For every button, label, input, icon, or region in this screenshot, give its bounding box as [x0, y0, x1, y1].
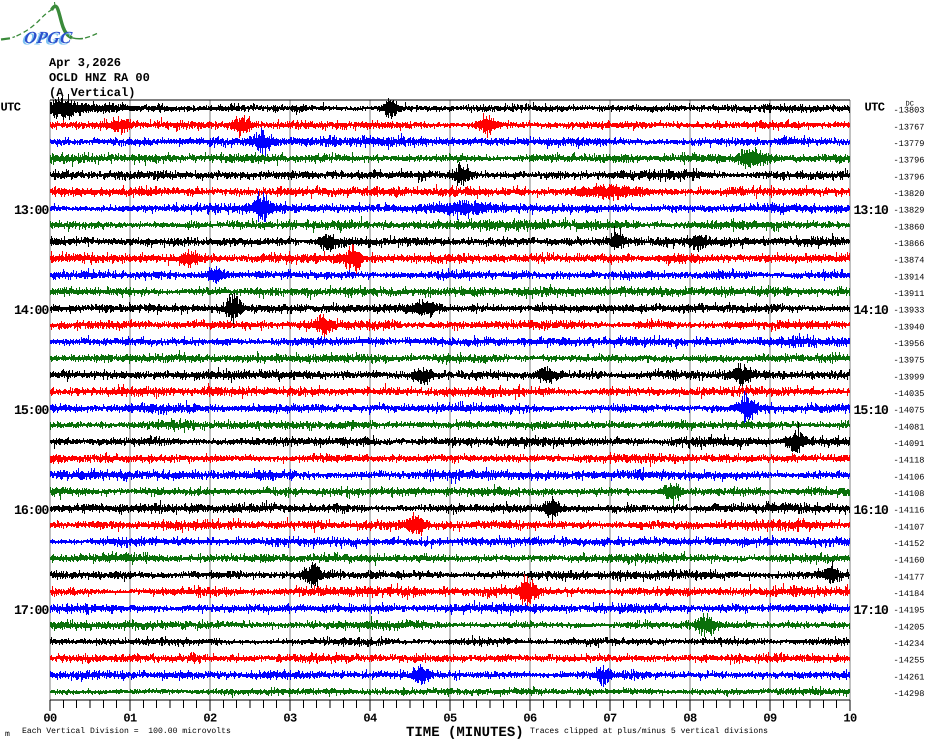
svg-text:13:10: 13:10	[854, 203, 889, 218]
svg-text:02: 02	[203, 712, 217, 726]
svg-text:07: 07	[603, 712, 617, 726]
svg-text:-13956: -13956	[894, 339, 925, 349]
svg-text:-13796: -13796	[894, 156, 925, 166]
svg-text:15:00: 15:00	[14, 403, 49, 418]
svg-text:16:00: 16:00	[14, 503, 49, 518]
svg-text:TIME (MINUTES): TIME (MINUTES)	[406, 725, 524, 741]
svg-text:UTC: UTC	[865, 101, 885, 115]
svg-text:-13779: -13779	[894, 139, 925, 149]
svg-text:-14107: -14107	[894, 522, 925, 532]
svg-text:-14091: -14091	[894, 439, 925, 449]
svg-text:-14195: -14195	[894, 606, 925, 616]
svg-text:06: 06	[523, 712, 537, 726]
svg-text:-14234: -14234	[894, 639, 925, 649]
svg-text:-14152: -14152	[894, 539, 925, 549]
svg-text:-14261: -14261	[894, 672, 925, 682]
svg-text:OCLD HNZ RA 00: OCLD HNZ RA 00	[49, 71, 150, 85]
svg-text:-13933: -13933	[894, 306, 925, 316]
svg-text:-14075: -14075	[894, 406, 925, 416]
svg-text:-14108: -14108	[894, 489, 925, 499]
svg-text:17:00: 17:00	[14, 603, 49, 618]
svg-text:-13767: -13767	[894, 122, 925, 132]
svg-text:04: 04	[363, 712, 377, 726]
svg-text:14:10: 14:10	[854, 303, 889, 318]
svg-text:10: 10	[843, 712, 857, 726]
svg-text:-13911: -13911	[894, 289, 925, 299]
svg-text:-13803: -13803	[894, 106, 925, 116]
svg-text:-14298: -14298	[894, 689, 925, 699]
svg-text:Apr 3,2026: Apr 3,2026	[49, 56, 121, 70]
svg-text:-14116: -14116	[894, 506, 925, 516]
svg-text:-14255: -14255	[894, 656, 925, 666]
svg-text:-14205: -14205	[894, 622, 925, 632]
svg-text:09: 09	[763, 712, 777, 726]
svg-text:-14081: -14081	[894, 422, 925, 432]
svg-text:-13820: -13820	[894, 189, 925, 199]
svg-text:17:10: 17:10	[854, 603, 889, 618]
svg-text:13:00: 13:00	[14, 203, 49, 218]
svg-text:-14177: -14177	[894, 572, 925, 582]
svg-text:Each Vertical Division = 100.: Each Vertical Division = 100.00 microvol…	[22, 727, 231, 736]
svg-text:-14118: -14118	[894, 456, 925, 466]
svg-text:DC: DC	[906, 101, 914, 109]
svg-text:-13975: -13975	[894, 356, 925, 366]
svg-text:-13940: -13940	[894, 322, 925, 332]
svg-text:-13866: -13866	[894, 239, 925, 249]
svg-text:OPGC: OPGC	[23, 28, 74, 47]
svg-text:m: m	[5, 730, 10, 739]
svg-text:(A Vertical): (A Vertical)	[49, 86, 135, 100]
svg-text:-13829: -13829	[894, 206, 925, 216]
svg-text:UTC: UTC	[1, 101, 21, 115]
svg-text:-13860: -13860	[894, 222, 925, 232]
svg-text:00: 00	[43, 712, 57, 726]
svg-text:08: 08	[683, 712, 697, 726]
svg-text:-14160: -14160	[894, 556, 925, 566]
svg-text:15:10: 15:10	[854, 403, 889, 418]
svg-text:-13796: -13796	[894, 172, 925, 182]
svg-text:05: 05	[443, 712, 457, 726]
svg-text:-14184: -14184	[894, 589, 925, 599]
svg-text:-13874: -13874	[894, 256, 925, 266]
svg-text:-13914: -13914	[894, 272, 925, 282]
svg-text:16:10: 16:10	[854, 503, 889, 518]
svg-text:-14106: -14106	[894, 472, 925, 482]
svg-text:14:00: 14:00	[14, 303, 49, 318]
svg-text:OPGC: OPGC	[21, 29, 72, 48]
svg-text:-14035: -14035	[894, 389, 925, 399]
svg-text:-13999: -13999	[894, 372, 925, 382]
svg-text:03: 03	[283, 712, 297, 726]
svg-text:01: 01	[123, 712, 137, 726]
svg-text:Traces clipped at plus/minus 5: Traces clipped at plus/minus 5 vertical …	[530, 727, 768, 736]
